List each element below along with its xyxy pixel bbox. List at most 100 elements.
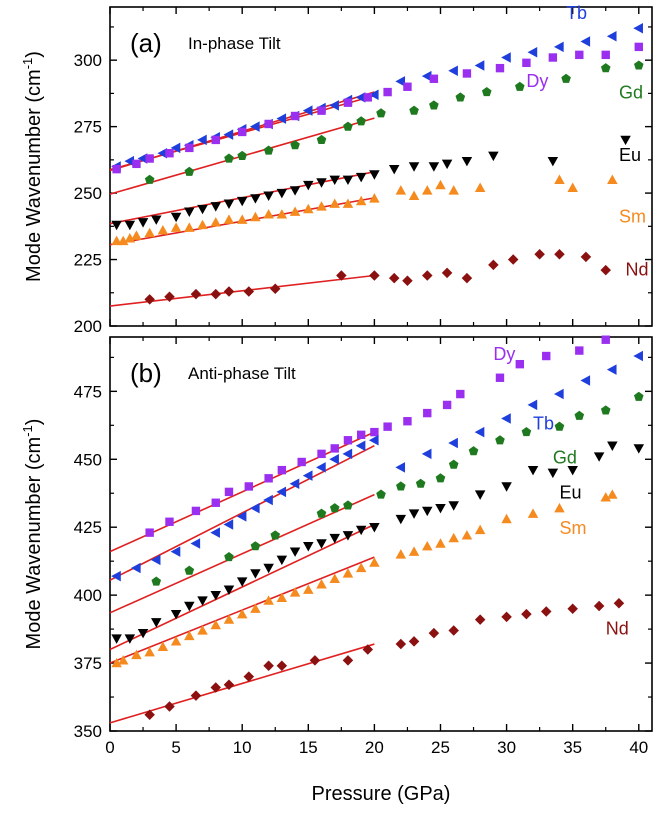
series-label-sm: Sm [559, 518, 586, 538]
data-point [343, 98, 353, 107]
data-point [249, 502, 260, 514]
data-point [124, 155, 135, 167]
data-point [210, 288, 222, 300]
data-point [270, 530, 281, 540]
data-point [132, 159, 141, 169]
data-point [362, 644, 374, 655]
data-point [263, 209, 274, 219]
data-point [474, 490, 486, 500]
data-point [355, 92, 366, 103]
data-point [423, 408, 432, 418]
data-point [342, 198, 354, 208]
data-point [422, 185, 433, 195]
data-point [190, 288, 202, 300]
data-point [289, 478, 300, 489]
data-point [210, 217, 222, 227]
data-point [223, 614, 235, 624]
y-tick-label: 475 [74, 382, 102, 401]
data-point [137, 628, 149, 639]
data-point [303, 203, 314, 214]
data-point [336, 270, 347, 281]
data-point [170, 636, 182, 646]
data-point [243, 671, 255, 682]
chart-panel-b: 350 375 400 425 450 475 0 5 10 15 20 25 30 35 40 Mode W… [20, 335, 653, 757]
data-point [297, 457, 306, 467]
data-point [548, 53, 558, 62]
y-tick-label: 225 [74, 251, 102, 270]
plot-frame [109, 336, 653, 732]
data-point [600, 63, 611, 73]
data-point [567, 603, 578, 614]
data-point [607, 489, 618, 499]
data-point [277, 465, 287, 475]
data-point [455, 92, 466, 102]
y-axis-label-close: ) [23, 51, 45, 58]
data-point [527, 399, 538, 411]
data-point [409, 105, 419, 115]
data-point [250, 569, 261, 579]
data-point [165, 517, 174, 526]
data-point [369, 270, 380, 281]
data-point [150, 554, 161, 566]
data-point [316, 508, 327, 518]
data-point [515, 359, 525, 369]
data-point [383, 422, 392, 431]
y-axis-label: Mode Wavenumber (cm-1) [20, 419, 45, 650]
data-point [554, 248, 565, 260]
data-point [421, 448, 432, 460]
data-point [170, 222, 182, 232]
data-point [145, 528, 154, 537]
x-tick-label: 35 [563, 738, 582, 757]
data-point [527, 508, 539, 518]
data-point [197, 625, 208, 635]
series-gd [144, 60, 644, 184]
data-point [613, 598, 625, 609]
data-point [356, 430, 366, 440]
data-point [501, 513, 512, 524]
data-point [289, 186, 301, 196]
data-point [111, 634, 122, 644]
data-point [263, 595, 274, 605]
data-point [633, 23, 643, 34]
data-point [574, 410, 585, 420]
data-point [236, 577, 248, 587]
data-point [395, 638, 407, 650]
data-point [250, 603, 261, 613]
series-label-dy: Dy [526, 71, 548, 91]
data-point [488, 151, 499, 162]
data-point [249, 121, 260, 132]
data-point [388, 164, 400, 175]
data-point [276, 660, 288, 672]
series-label-eu: Eu [619, 145, 641, 165]
data-point [137, 218, 149, 228]
data-point [408, 546, 420, 556]
data-point [263, 145, 274, 155]
data-point [521, 608, 532, 620]
data-point [211, 135, 220, 145]
y-axis-label: Mode Wavenumber (cm-1) [20, 51, 45, 282]
data-point [290, 140, 300, 150]
data-point [601, 335, 610, 344]
data-point [223, 286, 235, 297]
data-point [316, 178, 327, 188]
data-point [462, 69, 472, 78]
data-point [468, 446, 479, 456]
series-label-dy: Dy [493, 344, 515, 364]
data-point [593, 452, 605, 462]
fit-line-nd [109, 274, 375, 307]
data-point [329, 503, 340, 513]
data-point [481, 87, 492, 97]
data-point [580, 251, 592, 263]
data-point [448, 65, 458, 77]
data-point [303, 542, 314, 552]
data-point [111, 220, 122, 231]
data-point [329, 198, 340, 208]
data-point [442, 400, 452, 410]
data-point [124, 220, 136, 231]
data-point [170, 546, 181, 557]
data-point [408, 509, 420, 519]
data-point [474, 614, 486, 625]
data-point [184, 207, 195, 217]
data-point [435, 538, 446, 548]
data-point [396, 481, 406, 491]
